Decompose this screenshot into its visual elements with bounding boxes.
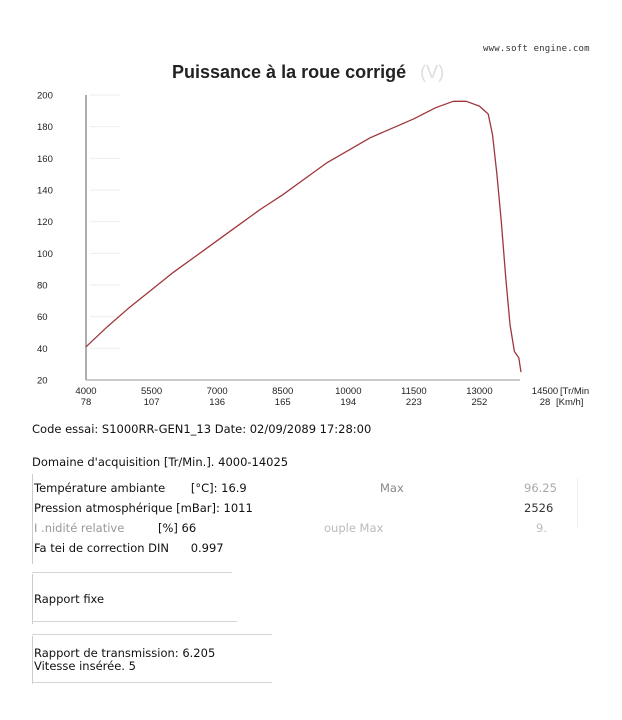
divider bbox=[32, 621, 237, 622]
condition-din-factor: Fa tei de correction DIN 0.997 bbox=[34, 541, 224, 555]
divider bbox=[32, 572, 232, 573]
y-tick-label: 160 bbox=[37, 154, 53, 165]
x-tick-speed: 78 bbox=[81, 397, 92, 408]
max-power-value: 96.25 bbox=[524, 481, 557, 495]
condition-temperature: Température ambiante [°C]: 16.9 bbox=[34, 481, 247, 495]
max-rpm-value: 2526 bbox=[524, 501, 554, 515]
x-tick-speed: 223 bbox=[406, 397, 422, 408]
y-tick-label: 80 bbox=[37, 281, 48, 292]
x-unit-rpm: [Tr/Min bbox=[560, 386, 589, 397]
x-tick-rpm: 7000 bbox=[207, 386, 228, 397]
divider bbox=[32, 682, 272, 683]
gear-engaged: Vitesse insérée. 5 bbox=[34, 659, 136, 673]
acquisition-domain-line: Domaine d'acquisition [Tr/Min.]. 4000-14… bbox=[32, 455, 289, 469]
y-tick-label: 20 bbox=[37, 376, 48, 387]
chart-title-text: Puissance à la roue corrigé bbox=[172, 62, 407, 82]
max-power-label: Max bbox=[380, 481, 404, 495]
rapport-fixe-label: Rapport fixe bbox=[34, 592, 105, 606]
y-tick-label: 100 bbox=[37, 249, 53, 260]
x-tick-rpm: 4000 bbox=[75, 386, 96, 397]
y-tick-label: 140 bbox=[37, 186, 53, 197]
x-unit-speed: [Km/h] bbox=[556, 397, 583, 408]
transmission-box bbox=[32, 636, 33, 684]
conditions-box bbox=[32, 474, 33, 564]
y-tick-label: 180 bbox=[37, 122, 53, 133]
transmission-ratio: Rapport de transmission: 6.205 bbox=[34, 646, 216, 660]
max-torque-value: 9. bbox=[536, 521, 547, 535]
y-axis-ticks: 200 180 160 140 120 100 80 60 40 20 bbox=[37, 91, 53, 387]
x-tick-speed: 252 bbox=[471, 397, 487, 408]
x-tick-rpm: 8500 bbox=[272, 386, 293, 397]
x-tick-rpm: 5500 bbox=[141, 386, 162, 397]
y-tick-label: 60 bbox=[37, 312, 48, 323]
power-curve bbox=[85, 100, 522, 373]
rapport-fixe-box bbox=[32, 574, 33, 624]
x-tick-rpm: 11500 bbox=[401, 386, 427, 397]
x-tick-speed: 165 bbox=[275, 397, 291, 408]
x-tick-speed: 136 bbox=[209, 397, 225, 408]
y-tick-label: 40 bbox=[37, 344, 48, 355]
y-tick-label: 200 bbox=[37, 91, 53, 102]
website-url: www.soft engine.com bbox=[483, 44, 590, 54]
test-code-line: Code essai: S1000RR-GEN1_13 Date: 02/09/… bbox=[32, 422, 372, 436]
condition-humidity: I .nidité relative [%] 66 bbox=[34, 521, 197, 535]
max-torque-label: ouple Max bbox=[324, 521, 384, 535]
x-tick-rpm: 10000 bbox=[335, 386, 361, 397]
x-tick-rpm: 14500 bbox=[532, 386, 558, 397]
right-column-border bbox=[577, 478, 578, 528]
x-tick-speed: 28 bbox=[540, 397, 551, 408]
x-tick-speed: 194 bbox=[340, 397, 356, 408]
y-tick-label: 120 bbox=[37, 217, 53, 228]
x-tick-speed: 107 bbox=[144, 397, 160, 408]
divider bbox=[32, 634, 272, 635]
chart-title: Puissance à la roue corrigé (V) bbox=[172, 62, 444, 83]
condition-pressure: Pression atmosphérique [mBar]: 1011 bbox=[34, 501, 253, 515]
x-tick-rpm: 13000 bbox=[466, 386, 492, 397]
chart-title-suffix: (V) bbox=[420, 62, 445, 82]
